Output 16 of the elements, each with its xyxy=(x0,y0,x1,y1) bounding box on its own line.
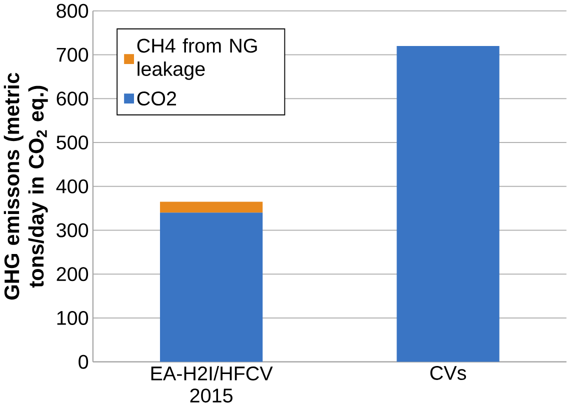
y-tick-label: 400 xyxy=(56,179,88,194)
bar xyxy=(160,212,263,362)
y-tick-label: 100 xyxy=(57,310,88,325)
x-tick-label: CVs xyxy=(430,366,466,380)
legend-label: CO2 xyxy=(137,91,176,106)
y-tick-label: 800 xyxy=(56,4,88,18)
legend-label: CH4 from NG leakage xyxy=(137,38,257,80)
y-tick-label: 600 xyxy=(56,91,88,106)
x-tick-label: EA-H2I/HFCV 2015 xyxy=(151,366,273,402)
y-tick-label: 0 xyxy=(78,354,88,369)
bar xyxy=(160,201,263,212)
y-tick-label: 500 xyxy=(56,135,88,150)
y-tick-label: 300 xyxy=(56,222,88,238)
y-tick-label: 200 xyxy=(56,266,88,281)
bar xyxy=(396,46,500,362)
y-tick-label: 700 xyxy=(56,48,88,62)
